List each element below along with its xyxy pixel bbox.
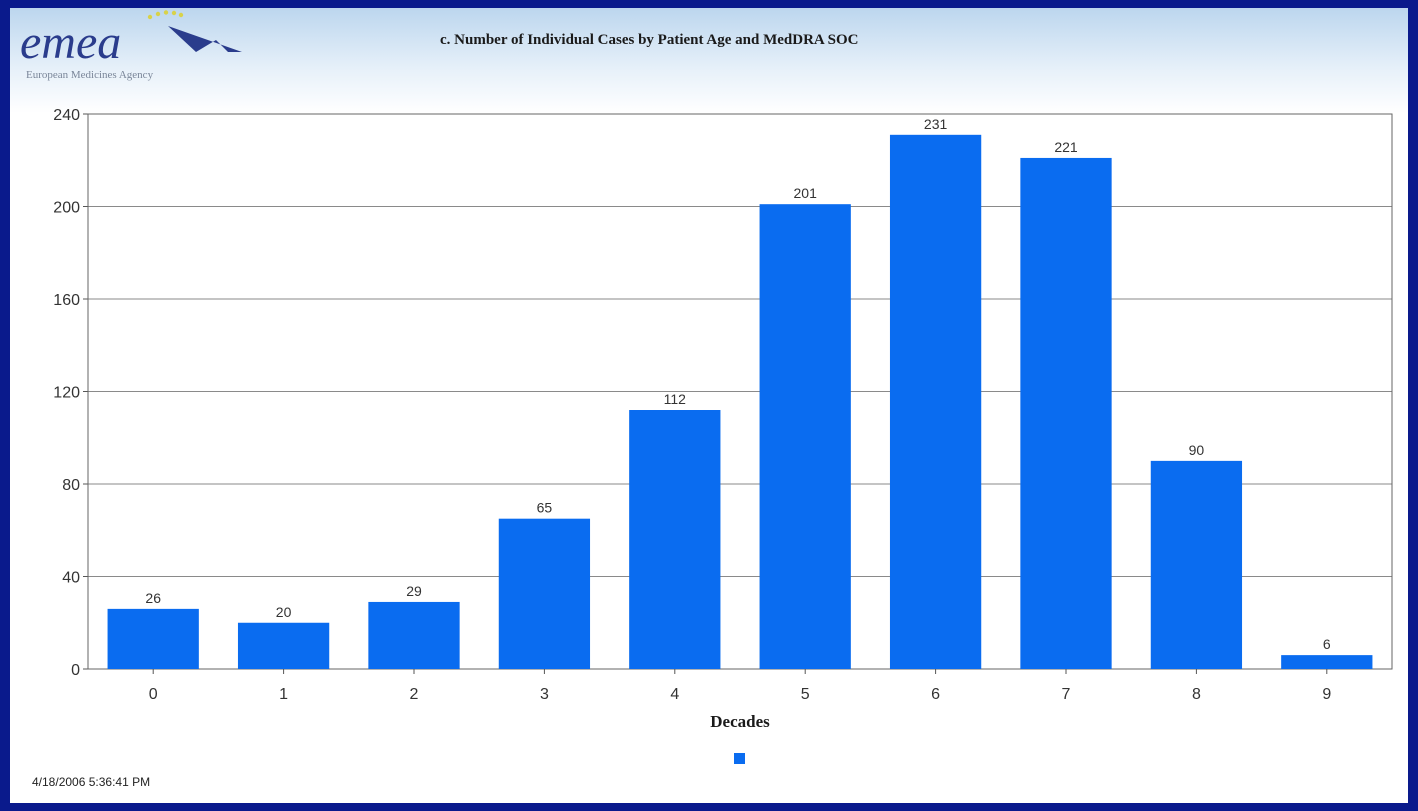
timestamp: 4/18/2006 5:36:41 PM: [32, 775, 151, 789]
data-label: 221: [1054, 139, 1078, 155]
report-frame: emea European Medicines Agency c. Number…: [10, 8, 1408, 803]
bar: [1150, 460, 1243, 669]
bar: [759, 204, 851, 669]
data-label: 90: [1189, 442, 1205, 458]
x-tick-label: 2: [410, 686, 419, 703]
data-label: 112: [664, 391, 687, 407]
logo-subtitle: European Medicines Agency: [26, 69, 154, 81]
x-tick-label: 1: [279, 686, 288, 703]
data-label: 6: [1323, 636, 1331, 652]
x-tick-label: 8: [1192, 686, 1201, 703]
x-tick-label: 4: [670, 686, 679, 703]
x-tick-label: 7: [1062, 686, 1071, 703]
logo-swoosh-icon: [168, 26, 242, 52]
legend-swatch: [734, 753, 745, 764]
x-axis-title: Decades: [710, 712, 770, 731]
y-tick-label: 40: [62, 570, 80, 587]
data-label: 65: [537, 500, 553, 516]
bar-chart: 0408012016020024026020129265311242015231…: [53, 107, 1393, 764]
x-tick-label: 0: [149, 686, 158, 703]
y-tick-label: 200: [53, 200, 80, 217]
x-tick-label: 3: [540, 686, 549, 703]
data-label: 201: [794, 185, 818, 201]
y-tick-label: 240: [53, 107, 80, 124]
eu-stars-icon: [147, 10, 184, 20]
emea-logo: emea European Medicines Agency: [20, 10, 242, 81]
y-tick-label: 120: [53, 385, 80, 402]
y-tick-label: 0: [71, 662, 80, 679]
data-label: 20: [276, 604, 292, 620]
bar: [889, 134, 982, 669]
y-tick-label: 160: [53, 292, 80, 309]
bar: [498, 518, 591, 669]
plot-border: [87, 113, 1393, 670]
bar: [1281, 655, 1373, 669]
data-label: 26: [145, 590, 161, 606]
x-tick-label: 6: [931, 686, 940, 703]
chart-title: c. Number of Individual Cases by Patient…: [440, 32, 859, 48]
bar: [107, 608, 199, 669]
y-tick-label: 80: [62, 477, 80, 494]
logo-text: emea: [20, 16, 121, 69]
x-tick-label: 9: [1322, 686, 1331, 703]
bar: [368, 601, 460, 669]
data-label: 231: [924, 116, 948, 132]
bar: [237, 622, 330, 669]
bar: [1020, 157, 1112, 669]
data-label: 29: [406, 583, 422, 599]
x-tick-label: 5: [801, 686, 810, 703]
bar: [629, 410, 721, 669]
